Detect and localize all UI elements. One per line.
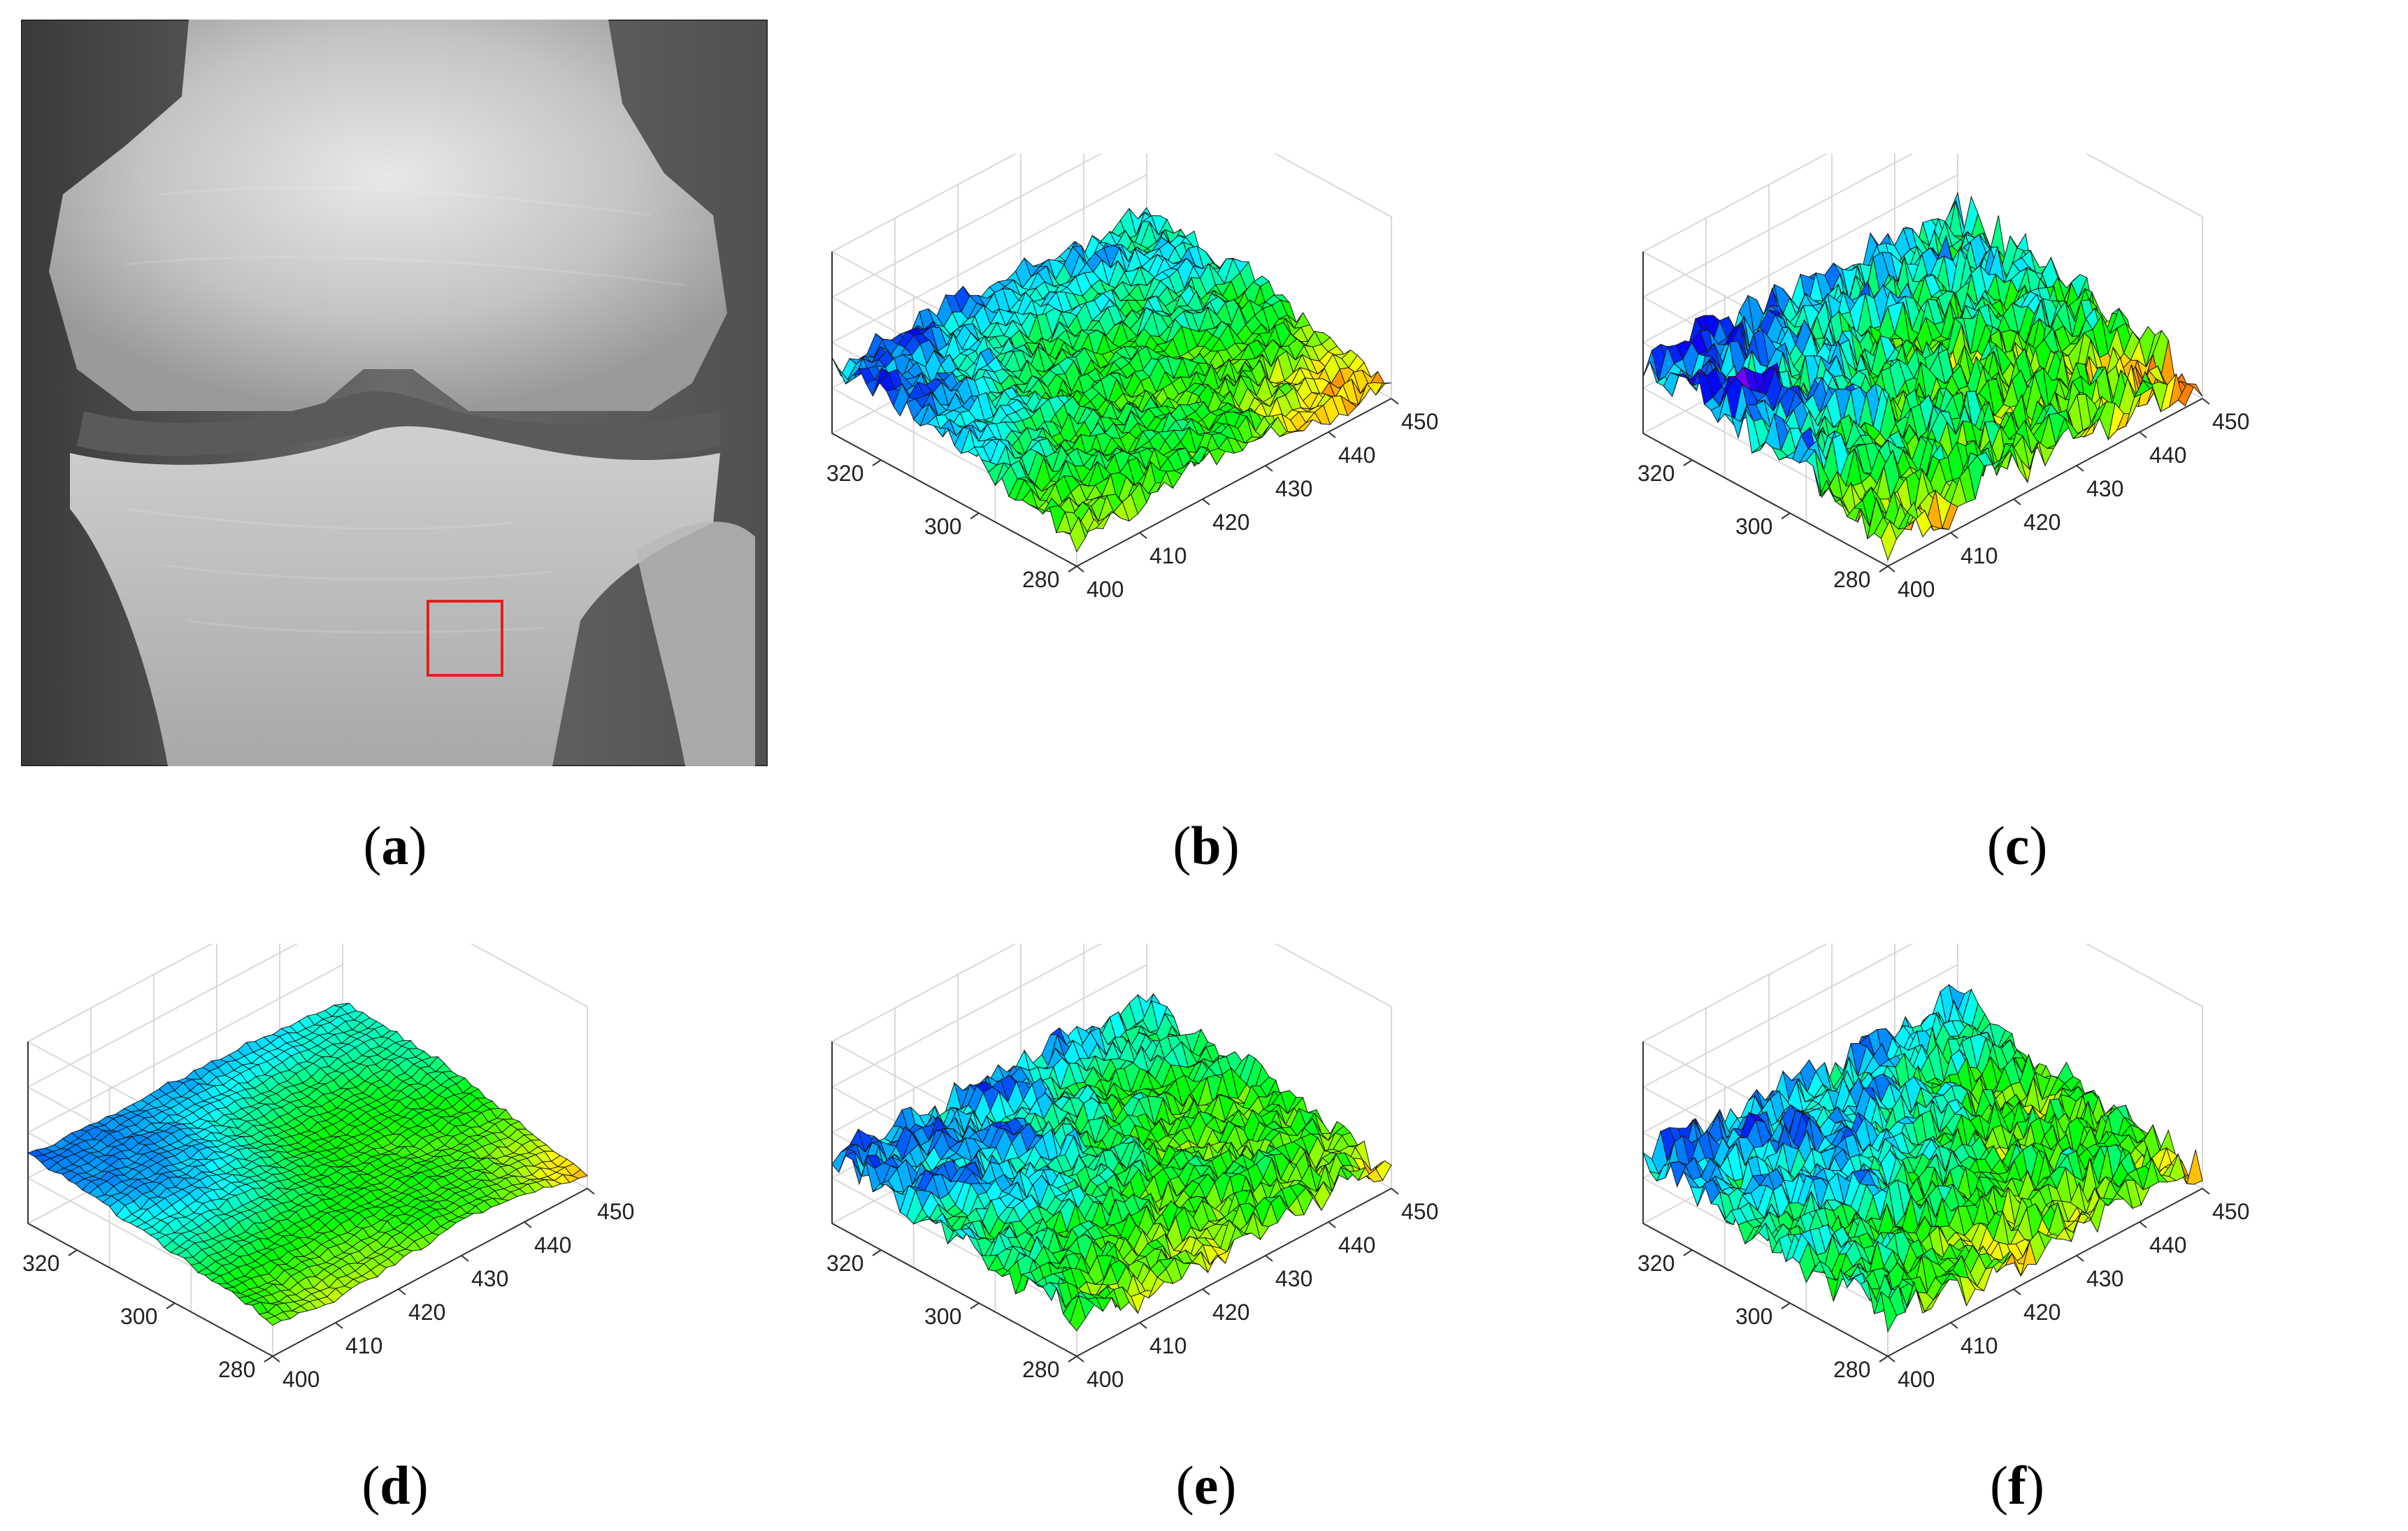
- x-tick-label: 420: [408, 1300, 445, 1325]
- surface-plot-f: 400 410 420 430 440 450 280 300 320: [1637, 944, 2249, 1392]
- surface-plot-d: 400 410 420 430 440 450 280 300 320: [22, 944, 634, 1392]
- y-tick-label: 280: [1833, 567, 1870, 592]
- y-tick-label: 300: [120, 1304, 157, 1329]
- axis-ticks: 400 410 420 430 440 450 280 300 320: [22, 1188, 634, 1392]
- y-tick-label: 320: [1637, 1251, 1675, 1276]
- x-tick-label: 450: [1401, 1199, 1438, 1224]
- x-tick-label: 400: [1087, 577, 1124, 602]
- caption-e: (e): [1175, 1455, 1237, 1516]
- tibia-shape: [70, 426, 720, 766]
- y-tick-label: 300: [1735, 514, 1772, 539]
- caption-c: (c): [1986, 815, 2048, 876]
- x-tick-label: 400: [1087, 1367, 1124, 1392]
- y-tick-label: 320: [22, 1251, 59, 1276]
- x-tick-label: 430: [2086, 1266, 2123, 1291]
- x-tick-label: 440: [2149, 443, 2186, 468]
- axis-ticks: 400 410 420 430 440 450 280 300 320: [1637, 1188, 2249, 1392]
- y-tick-label: 320: [826, 1251, 863, 1276]
- x-tick-label: 430: [2086, 476, 2123, 501]
- x-tick-label: 450: [2212, 409, 2249, 434]
- caption-b: (b): [1173, 815, 1240, 876]
- x-tick-label: 450: [2212, 1199, 2249, 1224]
- x-tick-label: 430: [471, 1266, 508, 1291]
- knee-xray-image: [20, 18, 769, 768]
- surface-plot-b: 400 410 420 430 440 450 280 300 320: [826, 154, 1438, 602]
- femur-shape: [49, 20, 727, 411]
- surface-mesh: [27, 1002, 588, 1326]
- x-tick-label: 420: [2023, 510, 2061, 535]
- y-tick-label: 280: [1022, 567, 1059, 592]
- axis-ticks: 400 410 420 430 440 450 280 300 320: [826, 1188, 1438, 1392]
- x-tick-label: 410: [1149, 543, 1187, 568]
- x-tick-label: 450: [1401, 409, 1438, 434]
- x-tick-label: 430: [1275, 476, 1312, 501]
- x-tick-label: 410: [1961, 543, 1998, 568]
- y-tick-label: 300: [1735, 1304, 1772, 1329]
- y-tick-label: 280: [1022, 1357, 1059, 1382]
- y-tick-label: 280: [1833, 1357, 1870, 1382]
- caption-f: (f): [1990, 1455, 2044, 1516]
- roi-box: [427, 600, 503, 677]
- x-tick-label: 400: [1898, 577, 1935, 602]
- x-tick-label: 450: [597, 1199, 634, 1224]
- y-tick-label: 300: [924, 514, 961, 539]
- x-tick-label: 400: [282, 1367, 320, 1392]
- caption-a: (a): [363, 815, 427, 876]
- x-tick-label: 440: [534, 1232, 571, 1258]
- surface-plot-e: 400 410 420 430 440 450 280 300 320: [826, 944, 1438, 1392]
- x-tick-label: 440: [1338, 443, 1375, 468]
- x-tick-label: 400: [1898, 1367, 1935, 1392]
- x-tick-label: 410: [1149, 1333, 1187, 1358]
- y-tick-label: 320: [826, 461, 863, 486]
- x-tick-label: 440: [2149, 1232, 2186, 1258]
- x-tick-label: 430: [1275, 1266, 1312, 1291]
- surface-mesh: [831, 993, 1392, 1332]
- x-tick-label: 420: [1212, 1300, 1249, 1325]
- caption-d: (d): [361, 1455, 429, 1516]
- x-tick-label: 410: [345, 1333, 382, 1358]
- y-tick-label: 300: [924, 1304, 961, 1329]
- surface-mesh: [831, 207, 1392, 553]
- x-tick-label: 410: [1961, 1333, 1998, 1358]
- y-tick-label: 280: [218, 1357, 255, 1382]
- axis-ticks: 400 410 420 430 440 450 280 300 320: [826, 398, 1438, 602]
- x-tick-label: 420: [2023, 1300, 2061, 1325]
- surface-mesh: [1642, 984, 2203, 1333]
- surface-mesh: [1642, 191, 2203, 561]
- y-tick-label: 320: [1637, 461, 1675, 486]
- x-tick-label: 420: [1212, 510, 1249, 535]
- surface-plot-c: 400 410 420 430 440 450 280 300 320: [1637, 154, 2249, 602]
- x-tick-label: 440: [1338, 1232, 1375, 1258]
- axis-ticks: 400 410 420 430 440 450 280 300 320: [1637, 398, 2249, 602]
